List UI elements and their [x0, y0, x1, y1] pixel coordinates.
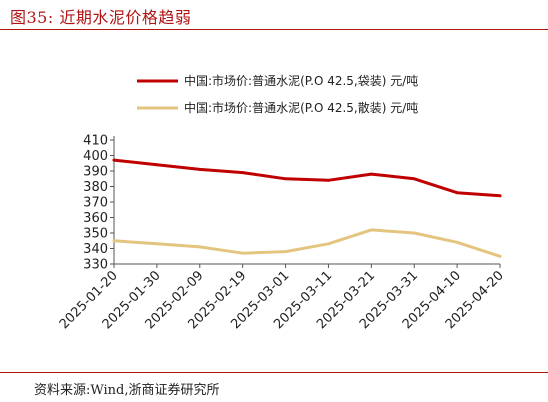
series-1-point-7 — [369, 172, 373, 176]
legend-label-1: 中国:市场价:普通水泥(P.O 42.5,袋装) 元/吨 — [184, 73, 418, 88]
series-2-point-8 — [412, 231, 416, 235]
series-2-point-2 — [155, 242, 159, 246]
series-line-1 — [112, 158, 502, 198]
series-1-point-2 — [155, 163, 159, 167]
y-tick-label-360: 360 — [83, 211, 108, 226]
series-2-point-10 — [498, 254, 502, 258]
series-1-point-5 — [284, 177, 287, 181]
series-2-point-9 — [455, 240, 459, 244]
legend-label-2: 中国:市场价:普通水泥(P.O 42.5,散装) 元/吨 — [184, 100, 418, 115]
series-2-point-7 — [369, 228, 373, 232]
y-tick-label-400: 400 — [83, 149, 108, 164]
footer-divider — [0, 372, 548, 373]
y-tick-label-350: 350 — [83, 227, 108, 242]
series-2-point-4 — [241, 251, 245, 255]
series-1-point-10 — [498, 194, 502, 198]
series-1-point-6 — [327, 178, 330, 182]
series-2-point-1 — [112, 239, 116, 243]
y-tick-label-370: 370 — [83, 196, 108, 211]
source-note: 资料来源:Wind,浙商证券研究所 — [34, 383, 220, 398]
series-1-point-4 — [241, 171, 245, 174]
series-line-2 — [112, 228, 502, 258]
series-2-point-5 — [284, 250, 287, 254]
y-tick-label-380: 380 — [83, 180, 108, 195]
series-2-point-3 — [198, 245, 202, 249]
series-2-point-6 — [327, 242, 330, 246]
y-tick-label-340: 340 — [83, 242, 108, 257]
line-chart: 中国:市场价:普通水泥(P.O 42.5,袋装) 元/吨中国:市场价:普通水泥(… — [57, 73, 507, 332]
figure-title: 图35: 近期水泥价格趋弱 — [10, 8, 192, 27]
series-1-point-3 — [198, 168, 202, 171]
series-1-point-1 — [112, 158, 116, 162]
title-divider — [0, 29, 548, 30]
series-1-point-9 — [455, 191, 459, 195]
y-tick-label-410: 410 — [83, 134, 108, 149]
series-1-point-8 — [412, 177, 416, 181]
y-tick-label-330: 330 — [83, 258, 108, 273]
y-tick-label-390: 390 — [83, 165, 108, 180]
